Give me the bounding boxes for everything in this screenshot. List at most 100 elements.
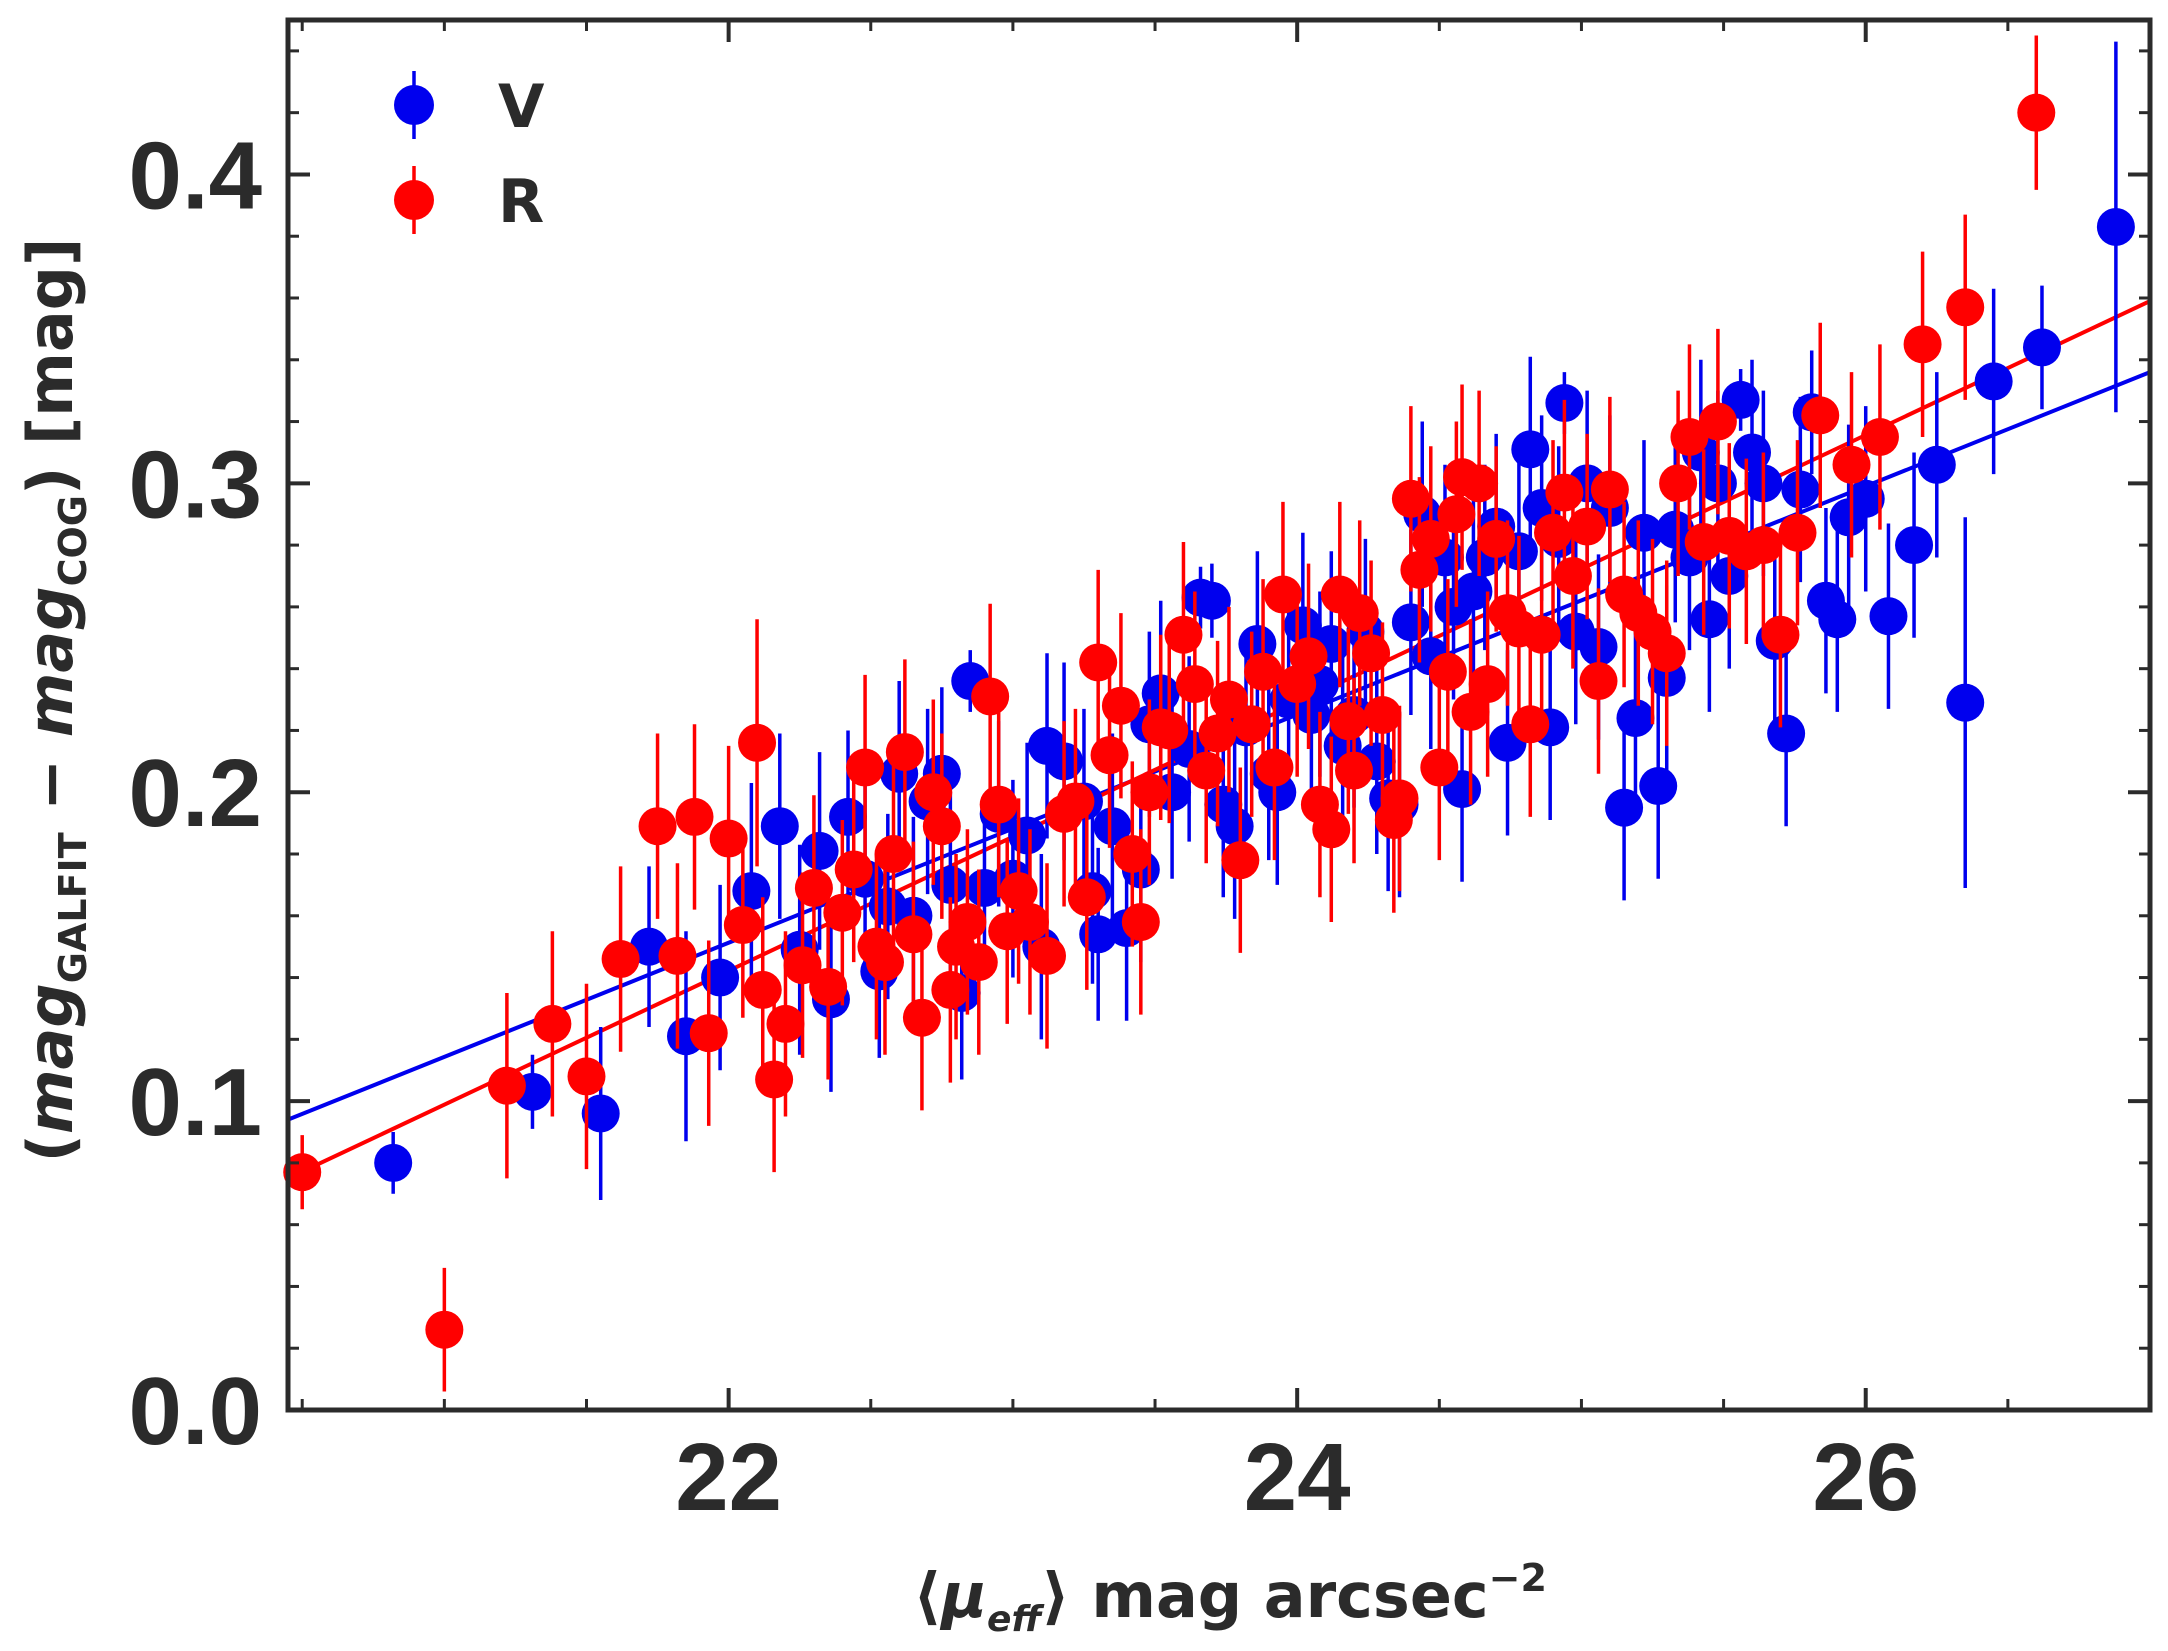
point-r: [1010, 902, 1049, 941]
point-r: [1150, 711, 1189, 750]
point-r: [794, 868, 833, 907]
point-r: [1164, 615, 1203, 654]
point-r: [885, 733, 924, 772]
point-r: [1391, 479, 1430, 518]
point-r: [1209, 680, 1248, 719]
point-r: [567, 1057, 606, 1096]
point-v: [1846, 479, 1885, 518]
point-r: [809, 967, 848, 1006]
y-tick-label: 0.2: [129, 740, 262, 847]
point-r: [1659, 464, 1698, 503]
point-v: [1946, 683, 1985, 722]
point-r: [1428, 652, 1467, 691]
point-r: [823, 893, 862, 932]
x-tick-label: 24: [1244, 1424, 1351, 1531]
point-r: [1761, 615, 1800, 654]
point-r: [914, 773, 953, 812]
y-axis-label-mag2: mag: [14, 586, 87, 737]
point-r: [1263, 575, 1302, 614]
point-v: [1511, 430, 1550, 469]
point-r: [1511, 705, 1550, 744]
point-r: [675, 797, 714, 836]
point-v: [374, 1143, 413, 1182]
y-tick-label: 0.0: [129, 1358, 262, 1465]
point-r: [1340, 594, 1379, 633]
point-r: [1903, 325, 1942, 364]
point-r: [1335, 751, 1374, 790]
x-tick-label: 22: [675, 1424, 782, 1531]
point-r: [959, 943, 998, 982]
point-r: [1568, 507, 1607, 546]
point-r: [1801, 396, 1840, 435]
point-r: [948, 902, 987, 941]
point-v: [1454, 572, 1493, 611]
plot-frame: [285, 17, 2153, 1413]
point-v: [1093, 807, 1132, 846]
y-axis-label-cog: COG: [51, 495, 95, 586]
point-r: [1363, 696, 1402, 734]
point-r: [1522, 615, 1561, 654]
legend: VR: [394, 71, 545, 237]
point-r: [1198, 714, 1237, 753]
point-r: [1232, 705, 1271, 744]
x-tick-label: 26: [1812, 1424, 1919, 1531]
point-r: [533, 1004, 572, 1043]
point-v: [760, 807, 799, 846]
axis-ticks: 22 24 26 0.0 0.1 0.2 0.3 0.4: [129, 20, 2152, 1531]
point-r: [1067, 878, 1106, 917]
point-v: [2022, 328, 2061, 367]
point-r: [902, 998, 941, 1037]
point-v: [1818, 600, 1857, 639]
point-v: [732, 872, 771, 911]
y-axis-label: (magGALFIT − magCOG) [mag]: [14, 238, 95, 1163]
point-r: [1647, 634, 1686, 673]
point-r: [1187, 751, 1226, 790]
data-points: [283, 35, 2135, 1392]
point-v: [701, 958, 740, 997]
point-r: [1400, 550, 1439, 589]
point-r: [1329, 702, 1368, 741]
point-r: [1460, 464, 1499, 503]
point-r: [1468, 665, 1507, 704]
point-r: [709, 819, 748, 858]
point-v: [1391, 603, 1430, 642]
point-r: [766, 1004, 805, 1043]
point-r: [2017, 93, 2056, 132]
point-v: [1767, 714, 1806, 753]
point-r: [874, 835, 913, 873]
point-v: [829, 797, 868, 836]
point-r: [1028, 936, 1067, 975]
point-r: [1289, 637, 1328, 676]
y-axis-label-mag1: mag: [14, 983, 87, 1134]
point-r: [755, 1060, 794, 1099]
point-r: [999, 872, 1038, 911]
point-r: [931, 970, 970, 1009]
point-v: [581, 1094, 620, 1133]
point-r: [689, 1014, 728, 1053]
point-r: [601, 940, 640, 979]
point-r: [894, 915, 933, 954]
point-r: [638, 807, 677, 846]
point-r: [1312, 810, 1351, 849]
point-v: [1079, 915, 1118, 954]
y-axis-label-rest: ) [mag]: [14, 238, 87, 495]
point-v: [1895, 526, 1934, 565]
y-axis-label-galfit: GALFIT: [51, 832, 95, 983]
point-r: [1079, 643, 1118, 682]
point-r: [1056, 782, 1095, 821]
point-r: [1411, 519, 1450, 558]
point-r: [1437, 495, 1476, 534]
point-r: [1090, 736, 1129, 775]
point-r: [922, 807, 961, 846]
legend-label-r: R: [498, 167, 544, 237]
point-r: [1175, 665, 1214, 704]
point-r: [743, 970, 782, 1009]
point-r: [971, 677, 1010, 716]
y-tick-label: 0.3: [129, 431, 262, 538]
point-r: [1698, 402, 1737, 441]
point-r: [1534, 513, 1573, 552]
point-r: [1255, 748, 1294, 787]
y-tick-label: 0.4: [129, 122, 262, 229]
point-r: [1545, 473, 1584, 512]
legend-marker-r: [394, 180, 434, 220]
